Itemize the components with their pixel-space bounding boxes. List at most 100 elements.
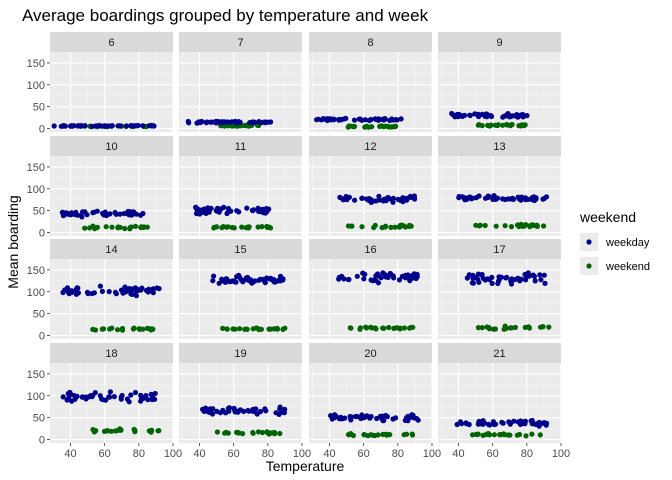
point-weekend — [508, 224, 515, 230]
point-weekday — [459, 194, 465, 200]
point-weekday — [102, 123, 108, 129]
point-weekday — [255, 205, 261, 211]
y-axis-title: Mean boarding — [5, 195, 21, 288]
facet-grid: 6 7 8 9 10 11 12 13 14 15 16 17 18 19 20 21 — [50, 32, 562, 443]
point-weekday — [469, 280, 475, 286]
point-weekday — [402, 417, 408, 423]
point-weekend — [501, 326, 507, 332]
point-weekend — [388, 224, 394, 230]
point-weekday — [411, 195, 417, 201]
point-weekday — [60, 289, 66, 296]
point-weekday — [394, 117, 400, 123]
facet-strip — [179, 239, 302, 259]
point-weekend — [491, 326, 497, 332]
facet-panel-8: 8 — [309, 32, 433, 132]
point-weekday — [376, 273, 382, 279]
point-weekday — [129, 211, 135, 217]
point-weekend — [519, 122, 525, 128]
facet-panel-20: 20 — [309, 343, 433, 443]
point-weekend — [350, 432, 356, 439]
point-weekday — [234, 120, 240, 126]
point-weekday — [61, 123, 68, 129]
y-tick-label: 150 — [27, 265, 45, 277]
point-weekday — [369, 198, 375, 205]
facet-strip — [309, 32, 432, 52]
point-weekday — [133, 293, 139, 299]
point-weekday — [511, 113, 518, 119]
point-weekday — [361, 276, 367, 282]
point-weekday — [97, 283, 103, 289]
point-weekend — [382, 224, 388, 230]
facet-strip — [179, 32, 302, 52]
point-weekend — [119, 327, 126, 333]
point-weekday — [529, 417, 535, 424]
facet-strip — [438, 239, 561, 259]
point-weekend — [234, 429, 240, 435]
point-weekday — [475, 113, 482, 119]
point-weekday — [125, 287, 131, 293]
facet-plot-background — [438, 363, 561, 443]
point-weekday — [315, 116, 321, 122]
point-weekday — [111, 394, 117, 400]
facet-panel-15: 15 — [179, 239, 303, 339]
point-weekend — [361, 432, 367, 438]
point-weekday — [156, 286, 162, 292]
point-weekend — [541, 223, 547, 229]
point-weekend — [245, 224, 251, 230]
point-weekday — [102, 209, 108, 215]
point-weekday — [221, 204, 227, 210]
x-tick-label: 60 — [358, 448, 370, 460]
point-weekday — [410, 412, 416, 418]
point-weekday — [405, 413, 411, 419]
point-weekday — [541, 272, 547, 278]
point-weekday — [530, 272, 536, 278]
point-weekend — [502, 223, 508, 229]
point-weekday — [106, 394, 112, 400]
point-weekend — [408, 324, 414, 330]
point-weekday — [263, 408, 269, 414]
facet-strip-label: 8 — [367, 37, 373, 49]
point-weekend — [250, 429, 256, 436]
point-weekday — [512, 277, 518, 283]
point-weekday — [464, 275, 470, 281]
point-weekday — [522, 271, 528, 278]
y-tick-label: 0 — [39, 331, 45, 343]
point-weekday — [452, 114, 458, 120]
legend-label-weekday: weekday — [605, 237, 650, 249]
point-weekday — [380, 116, 386, 122]
axis-ticks: 0 50 100 150 0 50 100 150 0 50 100 150 0 50 100 150 40 60… — [27, 58, 571, 460]
point-weekend — [244, 326, 250, 332]
point-weekday — [480, 275, 486, 281]
point-weekday — [209, 411, 216, 417]
facet-strip-label: 13 — [493, 141, 505, 153]
point-weekday — [150, 289, 156, 295]
facet-panel-9: 9 — [438, 32, 562, 132]
point-weekday — [496, 274, 502, 280]
point-weekday — [520, 114, 526, 120]
point-weekend — [521, 223, 527, 229]
point-weekend — [546, 324, 552, 330]
point-weekend — [138, 224, 144, 231]
point-weekend — [357, 325, 363, 331]
point-weekday — [467, 112, 473, 119]
point-weekend — [409, 432, 416, 438]
y-tick-label: 0 — [39, 124, 45, 136]
point-weekend — [486, 324, 492, 331]
point-weekend — [476, 122, 482, 128]
point-weekday — [503, 275, 509, 281]
legend: weekend weekday weekend — [579, 209, 650, 275]
point-weekend — [258, 326, 264, 332]
facet-plot-background — [50, 52, 173, 132]
y-tick-label: 100 — [27, 391, 45, 403]
point-weekend — [265, 430, 271, 436]
point-weekday — [276, 277, 282, 283]
point-weekday — [354, 413, 360, 420]
point-weekday — [262, 280, 268, 286]
point-weekend — [250, 326, 256, 332]
facet-plot-background — [309, 363, 432, 443]
point-weekday — [129, 123, 135, 129]
x-tick-label: 40 — [64, 448, 76, 460]
point-weekend — [267, 225, 274, 231]
point-weekday — [542, 280, 548, 286]
point-weekday — [475, 421, 481, 427]
